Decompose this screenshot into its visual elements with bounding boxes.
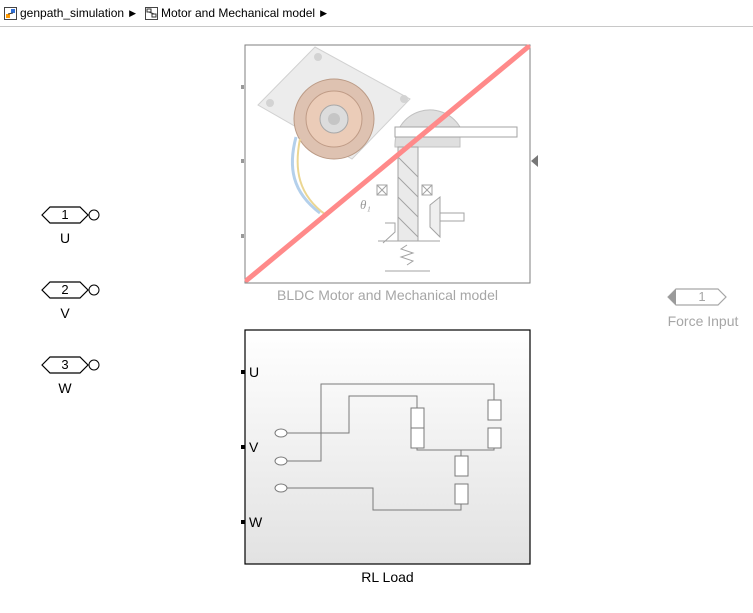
model-canvas[interactable]: θ₁ (0, 27, 753, 613)
force-port-number: 1 (698, 289, 706, 304)
theta-label: θ₁ (360, 197, 371, 212)
rl-load-block[interactable] (241, 329, 531, 565)
inport-w[interactable] (41, 356, 100, 374)
model-icon (4, 6, 17, 20)
subsystem-icon (145, 6, 158, 20)
rl-port-label-w: W (249, 514, 263, 530)
breadcrumb-item-subsystem[interactable]: Motor and Mechanical model (145, 6, 315, 20)
commented-out-strike (244, 44, 531, 283)
rl-port-label-u: U (249, 364, 260, 380)
inport-u[interactable] (41, 206, 100, 224)
force-input-label: Force Input (667, 313, 739, 329)
inport-number: 2 (61, 282, 69, 297)
breadcrumb: genpath_simulation ▶ Motor and Mechanica… (0, 0, 753, 27)
motor-stator-image (257, 46, 411, 216)
inport-label-w: W (58, 380, 72, 396)
bldc-motor-block[interactable]: θ₁ (241, 44, 538, 284)
rl-circuit-diagram (274, 383, 502, 511)
inport-number: 3 (61, 357, 69, 372)
breadcrumb-label: Motor and Mechanical model (161, 6, 316, 20)
inport-number: 1 (61, 207, 69, 222)
chevron-right-icon: ▶ (320, 7, 327, 18)
breadcrumb-label: genpath_simulation (20, 6, 125, 20)
rl-block-name: RL Load (361, 569, 414, 585)
inport-v[interactable] (41, 281, 100, 299)
inport-label-v: V (60, 305, 70, 321)
rl-port-label-v: V (249, 439, 259, 455)
bldc-block-name: BLDC Motor and Mechanical model (277, 287, 498, 303)
chevron-right-icon: ▶ (129, 7, 136, 18)
breadcrumb-item-model[interactable]: genpath_simulation (4, 6, 124, 20)
inport-label-u: U (59, 230, 71, 246)
force-input-port[interactable] (667, 288, 727, 306)
